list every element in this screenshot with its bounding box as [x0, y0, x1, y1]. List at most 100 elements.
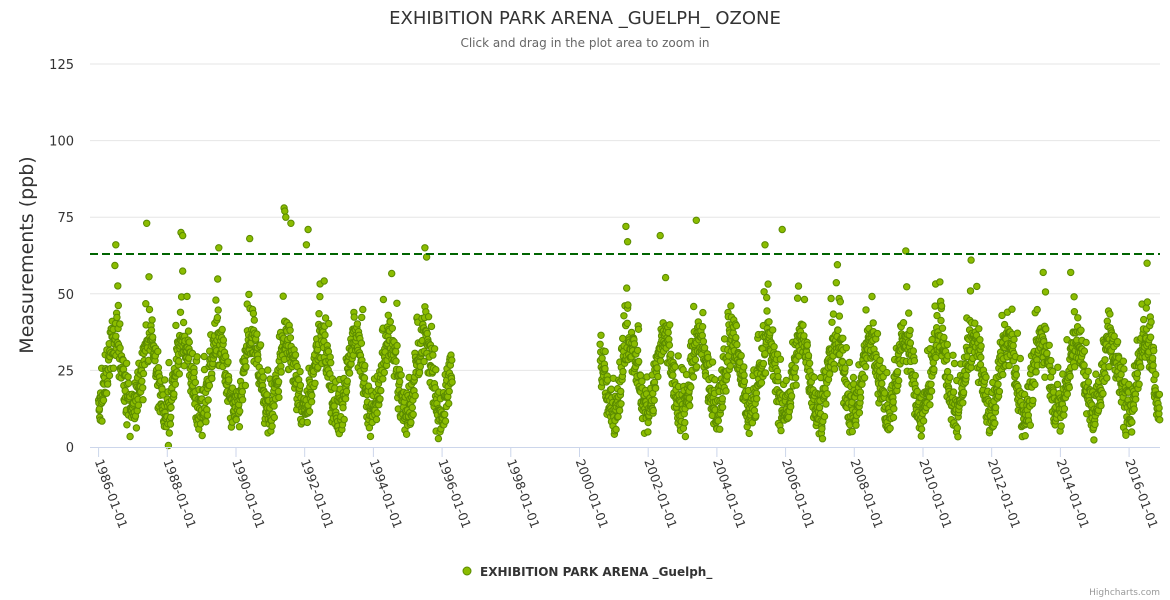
data-point [250, 316, 259, 324]
data-point [432, 366, 440, 374]
data-point [98, 417, 106, 425]
data-point [933, 311, 941, 320]
data-point [1009, 341, 1017, 350]
data-point [286, 334, 295, 342]
chart-subtitle: Click and drag in the plot area to zoom … [460, 36, 709, 50]
data-point [835, 312, 844, 320]
data-point [315, 310, 323, 318]
data-point [737, 351, 745, 360]
data-point [1142, 304, 1151, 312]
data-point [623, 319, 631, 327]
data-point [1021, 432, 1029, 440]
data-point [360, 374, 369, 382]
data-point [114, 301, 123, 310]
data-point-peak [281, 207, 289, 215]
data-point [145, 305, 154, 314]
data-point [420, 357, 428, 366]
data-point [1133, 369, 1142, 378]
legend-label[interactable]: EXHIBITION PARK ARENA _Guelph_ [480, 565, 712, 580]
data-point [792, 381, 800, 389]
x-tick-label: 2006-01-01 [779, 457, 818, 530]
data-point [1080, 361, 1088, 369]
data-point [650, 396, 658, 404]
data-point [954, 433, 962, 441]
data-point [889, 398, 897, 406]
data-point [671, 363, 679, 371]
data-point [633, 346, 642, 355]
data-point [441, 417, 450, 425]
data-point [753, 395, 761, 403]
data-point [1041, 288, 1050, 296]
data-point [270, 402, 278, 410]
data-point-peak [287, 219, 295, 228]
data-point [612, 425, 620, 434]
data-point [764, 280, 772, 288]
data-point-peak [902, 247, 910, 255]
data-point [1122, 431, 1130, 439]
data-point [992, 403, 1000, 412]
data-point [166, 420, 175, 428]
data-point [132, 424, 141, 432]
data-point [1140, 315, 1148, 324]
data-point [1156, 416, 1164, 424]
data-point [424, 313, 433, 321]
y-tick-label: 50 [57, 288, 74, 303]
data-point [190, 368, 198, 377]
data-point [1106, 310, 1114, 318]
data-point [1148, 354, 1157, 362]
data-point [849, 373, 858, 382]
data-point [1113, 338, 1122, 346]
data-point [138, 377, 146, 385]
data-point [834, 326, 842, 334]
data-point [415, 369, 424, 377]
data-point-peak [112, 241, 120, 249]
data-point [800, 295, 809, 304]
data-point-peak [304, 225, 312, 234]
data-point [212, 296, 220, 304]
data-point [116, 344, 124, 352]
data-point [776, 355, 785, 363]
data-point [791, 364, 799, 372]
data-point [123, 421, 131, 429]
data-point [698, 323, 707, 331]
data-point-peak [967, 256, 975, 264]
data-point [868, 292, 876, 301]
data-point [689, 373, 698, 381]
data-point [307, 398, 316, 406]
data-point-peak [623, 238, 632, 246]
data-point-peak [622, 222, 630, 231]
data-point [373, 409, 381, 417]
data-point [1097, 401, 1105, 410]
data-point [607, 385, 615, 393]
data-point [279, 292, 287, 300]
data-point [1146, 333, 1155, 341]
legend[interactable]: EXHIBITION PARK ARENA _Guelph_ [462, 565, 712, 580]
legend-marker-icon[interactable] [462, 566, 472, 576]
data-point [818, 435, 827, 443]
data-point [805, 359, 814, 367]
data-point [165, 358, 173, 367]
data-point [1091, 420, 1099, 429]
data-point [109, 364, 118, 372]
x-tick-label: 1990-01-01 [229, 457, 268, 530]
data-point [995, 387, 1004, 396]
data-point [917, 425, 926, 433]
data-point [634, 325, 643, 333]
data-point [358, 313, 366, 322]
data-point-peak [421, 244, 429, 252]
data-point [1155, 404, 1163, 412]
data-point [1013, 329, 1022, 337]
data-point [303, 418, 311, 427]
data-point [1101, 356, 1109, 364]
data-point [1125, 380, 1133, 389]
data-point [949, 351, 957, 359]
series-points [94, 204, 1164, 450]
credits-link[interactable]: Highcharts.com [1089, 588, 1160, 598]
data-point [1060, 405, 1069, 413]
data-point [407, 418, 415, 427]
x-tick-label: 1996-01-01 [435, 457, 474, 530]
data-point [681, 418, 689, 427]
data-point [113, 313, 121, 322]
data-point [112, 332, 120, 340]
